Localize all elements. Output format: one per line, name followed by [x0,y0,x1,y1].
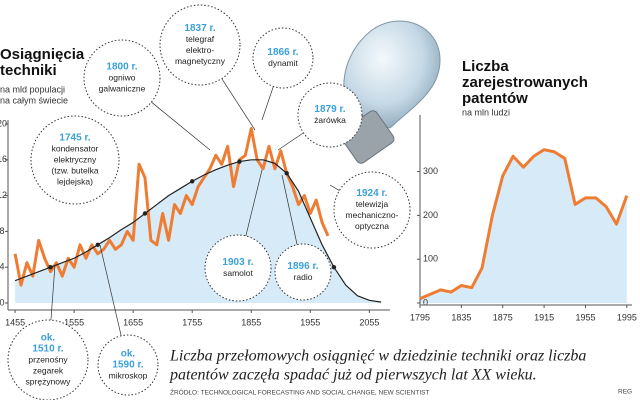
marker [331,265,337,270]
callout-text: sprężynowy [26,376,72,386]
y-tick-label: 300 [423,166,438,176]
callout [83,39,161,117]
marker [48,265,53,270]
callout-text: radio [294,272,313,282]
callout [274,243,332,301]
leader [245,169,263,237]
callout-text: mikroskop [109,370,148,380]
callout-text: dynamit [268,58,298,68]
x-tick-label: 1795 [410,312,430,322]
callout-text: (tzw. butelka [51,165,99,175]
callout-year: 1590 r. [112,360,143,371]
marker [237,159,242,164]
leader [151,101,211,151]
callout-year: 1837 r. [184,23,215,34]
callout-text: optyczna [355,221,389,231]
line [14,159,382,303]
bulb-icon [339,20,441,164]
callout-text: telewizja [356,199,389,209]
leader [277,132,304,151]
y-tick-label: 200 [423,210,438,220]
x-tick-label: 1955 [575,312,595,322]
leader [99,244,122,336]
x-tick-label: 1455 [5,317,25,327]
marker [95,242,100,248]
x-tick-label: 1995 [617,312,637,322]
callout-year: ok. [121,349,136,360]
callout-year: 1896 r. [287,261,318,272]
callout [252,27,314,89]
y-tick-label: 8 [0,226,5,236]
leader [221,78,256,131]
callout-year: 1745 r. [59,133,90,144]
callout [204,234,272,302]
callout-year: 1924 r. [356,188,387,199]
leader [281,174,298,245]
marker [284,171,289,176]
y-tick-label: 0 [423,297,428,307]
line [419,148,629,301]
callout-year: 1800 r. [106,62,137,73]
callout-text: żarówka [314,115,346,125]
x-tick-label: 1955 [300,317,320,327]
callout-year: ok. [41,333,56,344]
leader [50,264,56,321]
caption: Liczba przełomowych osiągnięć w dziedzin… [169,348,586,365]
callout-year: 1510 r. [32,344,63,355]
y-tick-label: 16 [0,154,7,164]
callout-text: przenośny [28,354,68,364]
marker [190,179,195,184]
callout-text: samolot [223,268,253,278]
callout-text: galwaniczne [99,83,146,93]
callout-text: ogniwo [109,72,136,82]
x-tick-label: 1835 [451,312,471,322]
marker [142,211,148,216]
chart-title: patentów [462,90,528,107]
callout [97,334,159,396]
callout-year: 1866 r. [267,47,298,58]
callout [7,319,89,400]
callout [297,82,363,148]
leader [329,184,340,191]
callout-text: mechaniczno- [346,210,399,220]
x-tick-label: 1555 [64,317,84,327]
chart-title: Osiągnięcia [0,46,85,63]
x-tick-label: 1915 [534,312,554,322]
callout-text: zegarek [33,365,64,375]
x-tick-label: 1655 [123,317,143,327]
callout-text: elektro- [186,45,215,55]
chart-subtitle: na mld populacji [0,84,65,94]
callout-text: kondensator [52,143,99,153]
leader [261,86,274,121]
credit: REG [618,389,632,396]
chart-title: Liczba [462,58,509,75]
source: ŹRÓDŁO: TECHNOLOGICAL FORECASTING AND SO… [170,388,429,397]
y-tick-label: 4 [0,262,5,272]
y-tick-label: 20 [0,118,7,128]
callout [333,171,411,249]
callout [159,4,241,86]
chart-subtitle: na całym świecie [0,95,68,105]
chart-title: zarejestrowanych [462,74,588,91]
y-tick-label: 12 [0,190,7,200]
y-tick-label: 100 [423,254,438,264]
callout-text: lejdejska) [57,176,93,186]
x-tick-label: 1755 [182,317,202,327]
x-tick-label: 1855 [241,317,261,327]
chart-title: techniki [0,62,57,79]
callout-text: telegraf [186,34,215,44]
callout-text: magnetyczny [175,56,226,66]
caption: patentów zaczęła spadać już od pierwszyc… [169,367,537,384]
callout-year: 1879 r. [314,104,345,115]
y-tick-label: 0 [0,297,5,307]
area [420,149,627,303]
x-tick-label: 2055 [359,317,379,327]
chart-subtitle: na mln ludzi [462,107,510,117]
callout-year: 1903 r. [222,257,253,268]
x-tick-label: 1875 [493,312,513,322]
callout-text: elektryczny [54,154,97,164]
callout [30,115,120,205]
